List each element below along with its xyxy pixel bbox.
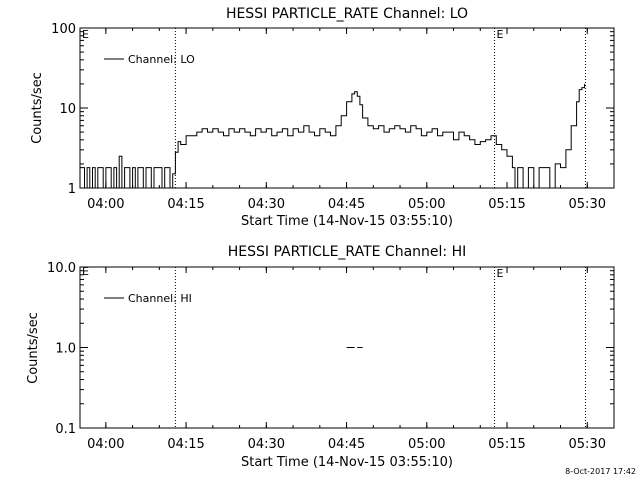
lo-x-tick-label: 04:45: [328, 197, 365, 212]
lo-legend-label: Channel: LO: [128, 53, 195, 66]
lo-series-line: [80, 83, 586, 189]
hi-x-tick-label: 05:00: [408, 437, 445, 452]
lo-corner-e-marker: E: [82, 28, 89, 41]
hi-plot-frame: [79, 266, 615, 429]
lo-x-axis-label: Start Time (14-Nov-15 03:55:10): [241, 214, 453, 229]
lo-x-tick-label: 05:00: [408, 197, 445, 212]
hi-x-tick-label: 05:30: [569, 437, 606, 452]
footer-timestamp: 8-Oct-2017 17:42: [565, 467, 636, 476]
hi-chart-title: HESSI PARTICLE_RATE Channel: HI: [228, 244, 466, 260]
lo-x-tick-label: 04:15: [167, 197, 204, 212]
lo-x-tick-label: 04:30: [248, 197, 285, 212]
hi-event-marker-label: E: [497, 267, 504, 280]
lo-y-tick-label: 10: [59, 102, 76, 117]
lo-channel-panel: HESSI PARTICLE_RATE Channel: LO Counts/s…: [30, 6, 615, 229]
lo-x-tick-label: 05:15: [488, 197, 525, 212]
lo-chart-title: HESSI PARTICLE_RATE Channel: LO: [226, 6, 468, 22]
hi-y-tick-label: 10.0: [47, 261, 76, 276]
hi-corner-e-marker: E: [82, 265, 89, 278]
lo-x-tick-label: 04:00: [87, 197, 124, 212]
hi-x-tick-label: 05:15: [488, 437, 525, 452]
hi-x-tick-label: 04:30: [248, 437, 285, 452]
hi-legend-label: Channel: HI: [128, 292, 192, 305]
hi-x-tick-label: 04:00: [87, 437, 124, 452]
hi-x-tick-label: 04:15: [167, 437, 204, 452]
hi-channel-panel: HESSI PARTICLE_RATE Channel: HI Counts/s…: [26, 244, 615, 470]
hi-y-axis-label: Counts/sec: [26, 312, 41, 384]
lo-event-marker-label: E: [497, 28, 504, 41]
lo-y-tick-label: 1: [68, 182, 76, 197]
hi-x-axis-label: Start Time (14-Nov-15 03:55:10): [241, 455, 453, 470]
hi-y-tick-label: 0.1: [55, 422, 76, 437]
lo-y-tick-label: 100: [51, 22, 76, 37]
lo-plot-frame: [79, 27, 615, 189]
lo-y-axis-label: Counts/sec: [30, 72, 45, 144]
hi-x-tick-label: 04:45: [328, 437, 365, 452]
lo-x-tick-label: 05:30: [569, 197, 606, 212]
hi-y-tick-label: 1.0: [55, 342, 76, 357]
